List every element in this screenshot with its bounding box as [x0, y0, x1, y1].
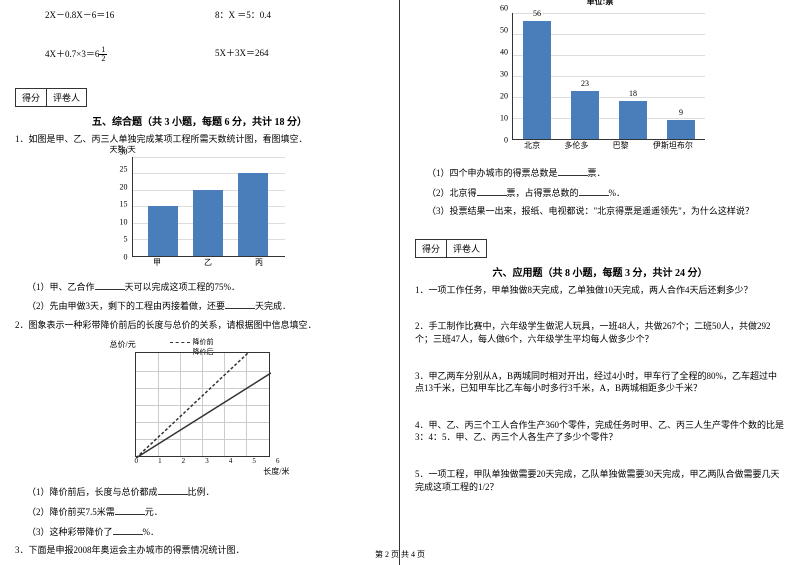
chart-price: 降价前 降价后 总价/元 0 1 2 3 4 5 6	[110, 337, 290, 477]
q5-1-2: （2）先由甲做3天，剩下的工程由丙接着做，还要天完成．	[27, 299, 384, 313]
equation-1: 2X－0.8X－6＝16	[45, 8, 215, 21]
line-before	[136, 353, 248, 458]
q5-3-3: （3）投票结果一出来，报纸、电视都说："北京得票是遥遥领先"，为什么这样说？	[427, 205, 785, 218]
q5-1-1: （1）甲、乙合作天可以完成这项工程的75%．	[27, 280, 384, 294]
chart-votes: 单位:票 0 10 20 30 40 50 60 56 23 18 9 北京 多…	[490, 8, 710, 158]
q5-3-1: （1）四个申办城市的得票总数是票．	[427, 166, 785, 180]
q5-2-2: （2）降价前买7.5米需元．	[27, 505, 384, 519]
equation-2: 8：X ＝5：0.4	[215, 8, 271, 21]
bar-istanbul: 9	[667, 120, 695, 139]
q5-3-2: （2）北京得票，占得票总数的%．	[427, 186, 785, 200]
line-after	[136, 373, 271, 458]
bar-yi	[193, 190, 223, 256]
page-footer: 第 2 页 共 4 页	[0, 549, 800, 560]
score-box: 得分 评卷人	[15, 88, 87, 107]
score-box-6: 得分 评卷人	[415, 239, 487, 258]
section-5-title: 五、综合题（共 3 小题，每题 6 分，共计 18 分）	[15, 113, 384, 128]
equation-4: 5X＋3X＝264	[215, 46, 269, 63]
q6-4: 4．甲、乙、丙三个工人合作生产360个零件，完成任务时甲、乙、丙三人生产零件个数…	[415, 419, 785, 444]
score-label: 得分	[416, 240, 447, 257]
bar-jia	[148, 206, 178, 256]
q6-5: 5．一项工程，甲队单独做需要20天完成，乙队单独做需要30天完成，甲乙两队合做需…	[415, 468, 785, 493]
bar-bing	[238, 173, 268, 255]
section-6-title: 六、应用题（共 8 小题，每题 3 分，共计 24 分）	[415, 264, 785, 279]
equation-3: 4X＋0.7×3＝612	[45, 46, 215, 63]
grader-label: 评卷人	[447, 240, 486, 257]
chart-days: 天数/天 0 5 10 15 20 25 30 甲 乙 丙	[110, 152, 290, 272]
q5-2-1: （1）降价前后，长度与总价都成比例．	[27, 485, 384, 499]
q5-2: 2．图象表示一种彩带降价前后的长度与总价的关系，请根据图中信息填空．	[15, 319, 384, 332]
bar-beijing: 56	[523, 21, 551, 139]
grader-label: 评卷人	[47, 89, 86, 106]
q6-3: 3．甲乙两车分别从A，B两城同时相对开出，经过4小时，甲车行了全程的80%，乙车…	[415, 370, 785, 395]
q6-2: 2．手工制作比赛中，六年级学生做泥人玩具，一班48人，共做267个；二班50人，…	[415, 320, 785, 345]
equations-block: 2X－0.8X－6＝16 8：X ＝5：0.4 4X＋0.7×3＝612 5X＋…	[15, 8, 384, 63]
q5-1: 1．如图是甲、乙、丙三人单独完成某项工程所需天数统计图，看图填空．	[15, 133, 384, 146]
score-label: 得分	[16, 89, 47, 106]
q5-2-3: （3）这种彩带降价了%．	[27, 525, 384, 539]
bar-toronto: 23	[571, 91, 599, 139]
q6-1: 1．一项工作任务，甲单独做8天完成，乙单独做10天完成，两人合作4天后还剩多少？	[415, 284, 785, 297]
bar-paris: 18	[619, 101, 647, 139]
